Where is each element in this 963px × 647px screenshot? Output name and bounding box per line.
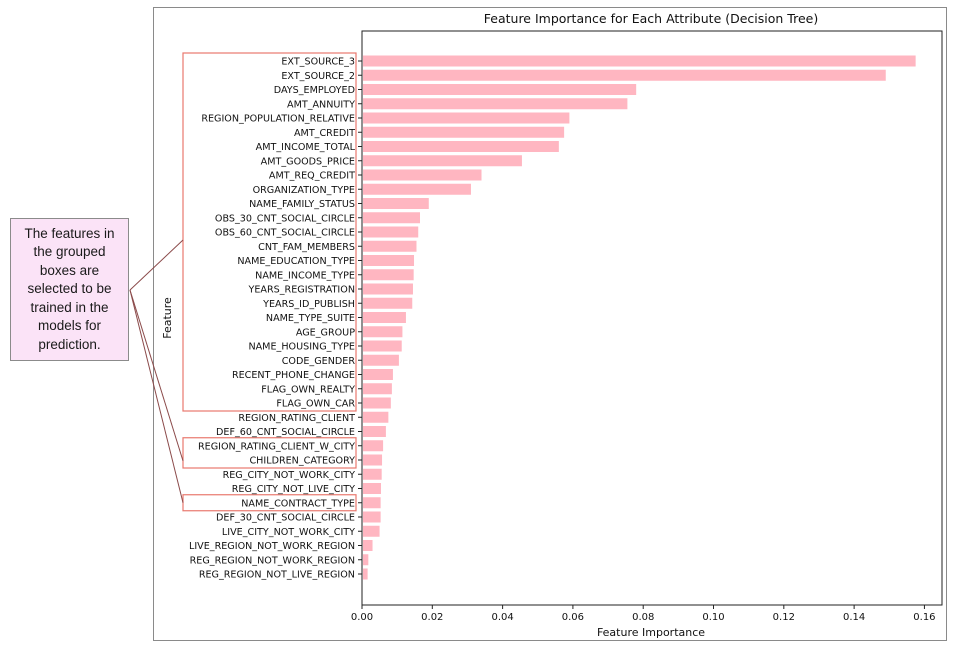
y-tick-label: AMT_GOODS_PRICE bbox=[261, 156, 355, 167]
y-tick-label: EXT_SOURCE_3 bbox=[281, 57, 355, 68]
connector-line bbox=[129, 239, 184, 291]
y-tick-label: AMT_INCOME_TOTAL bbox=[256, 142, 356, 153]
bar bbox=[363, 112, 570, 124]
bar bbox=[363, 240, 417, 252]
y-tick-label: REGION_RATING_CLIENT bbox=[238, 413, 355, 424]
bar bbox=[363, 354, 399, 366]
y-tick-label: NAME_FAMILY_STATUS bbox=[249, 199, 355, 210]
bar bbox=[363, 183, 471, 195]
y-tick-label: REG_CITY_NOT_LIVE_CITY bbox=[232, 484, 355, 495]
bar bbox=[363, 84, 637, 95]
bar bbox=[363, 55, 916, 67]
bar bbox=[363, 326, 403, 338]
bar bbox=[363, 169, 482, 181]
bar bbox=[363, 297, 413, 309]
bar bbox=[363, 340, 402, 352]
x-tick-label: 0.02 bbox=[421, 612, 443, 623]
connector-line bbox=[129, 289, 184, 462]
bar bbox=[363, 454, 383, 466]
y-axis-label: Feature bbox=[161, 297, 174, 339]
bar bbox=[363, 440, 384, 452]
bar bbox=[363, 312, 406, 323]
connector-line bbox=[129, 289, 184, 503]
bar bbox=[363, 468, 382, 480]
y-tick-label: AGE_GROUP bbox=[296, 327, 355, 338]
y-tick-label: LIVE_CITY_NOT_WORK_CITY bbox=[222, 527, 355, 538]
callout-connectors bbox=[129, 239, 184, 503]
y-tick-label: NAME_INCOME_TYPE bbox=[255, 270, 355, 281]
bar bbox=[363, 69, 886, 81]
bar bbox=[363, 483, 381, 494]
y-tick-label: EXT_SOURCE_2 bbox=[281, 71, 355, 82]
bar bbox=[363, 98, 628, 110]
bar bbox=[363, 568, 368, 580]
y-tick-label: AMT_ANNUITY bbox=[287, 99, 355, 110]
y-tick-label: FLAG_OWN_REALTY bbox=[261, 384, 355, 395]
y-tick-label: AMT_CREDIT bbox=[294, 128, 355, 139]
y-tick-label: NAME_EDUCATION_TYPE bbox=[237, 256, 355, 267]
annotation-text: The features in the grouped boxes are se… bbox=[24, 225, 115, 352]
bar bbox=[363, 255, 415, 266]
y-tick-label: YEARS_REGISTRATION bbox=[248, 285, 356, 296]
x-tick-label: 0.04 bbox=[491, 612, 513, 623]
bar bbox=[363, 141, 559, 152]
bar bbox=[363, 554, 369, 566]
bar bbox=[363, 212, 420, 224]
y-tick-label: RECENT_PHONE_CHANGE bbox=[232, 370, 355, 381]
bar bbox=[363, 511, 381, 523]
bar bbox=[363, 497, 381, 509]
y-tick-label: DEF_30_CNT_SOCIAL_CIRCLE bbox=[216, 513, 355, 524]
bar bbox=[363, 126, 565, 138]
chart-title: Feature Importance for Each Attribute (D… bbox=[484, 11, 818, 26]
y-tick-label: FLAG_OWN_CAR bbox=[276, 399, 355, 410]
y-tick-labels: EXT_SOURCE_3 EXT_SOURCE_2 DAYS_EMPLOYED AMT… bbox=[189, 57, 362, 581]
bar bbox=[363, 369, 393, 380]
x-tick-label: 0.10 bbox=[702, 612, 724, 623]
figure-frame bbox=[153, 7, 947, 641]
y-tick-label: CNT_FAM_MEMBERS bbox=[258, 242, 355, 253]
x-tick-label: 0.08 bbox=[632, 612, 654, 623]
x-axis-label: Feature Importance bbox=[597, 626, 705, 639]
y-tick-label: NAME_HOUSING_TYPE bbox=[248, 342, 355, 353]
annotation-callout: The features in the grouped boxes are se… bbox=[10, 218, 129, 361]
y-tick-label: ORGANIZATION_TYPE bbox=[253, 185, 355, 196]
y-tick-label: DEF_60_CNT_SOCIAL_CIRCLE bbox=[216, 427, 355, 438]
y-tick-label: OBS_30_CNT_SOCIAL_CIRCLE bbox=[215, 213, 355, 224]
x-tick-label: 0.12 bbox=[773, 612, 795, 623]
x-tick-label: 0.16 bbox=[913, 612, 935, 623]
bar bbox=[363, 155, 522, 167]
y-tick-label: OBS_60_CNT_SOCIAL_CIRCLE bbox=[215, 228, 355, 239]
x-tick-label: 0.06 bbox=[562, 612, 584, 623]
y-tick-label: NAME_CONTRACT_TYPE bbox=[241, 498, 355, 509]
y-tick-label: REGION_RATING_CLIENT_W_CITY bbox=[198, 441, 355, 452]
bar bbox=[363, 540, 373, 551]
x-tick-label: 0.14 bbox=[843, 612, 865, 623]
y-tick-label: YEARS_ID_PUBLISH bbox=[262, 299, 355, 310]
bar bbox=[363, 397, 391, 409]
y-tick-label: CHILDREN_CATEGORY bbox=[249, 456, 355, 467]
y-tick-label: REG_CITY_NOT_WORK_CITY bbox=[223, 470, 356, 481]
y-tick-label: DAYS_EMPLOYED bbox=[274, 85, 355, 96]
bar bbox=[363, 198, 429, 209]
bar bbox=[363, 226, 419, 238]
bars bbox=[363, 55, 916, 580]
bar bbox=[363, 283, 413, 295]
y-tick-label: REGION_POPULATION_RELATIVE bbox=[201, 114, 355, 125]
bar bbox=[363, 383, 392, 395]
x-tick-label: 0.00 bbox=[351, 612, 373, 623]
bar bbox=[363, 411, 389, 423]
y-tick-label: REG_REGION_NOT_WORK_REGION bbox=[190, 555, 355, 566]
bar bbox=[363, 269, 414, 281]
y-tick-label: NAME_TYPE_SUITE bbox=[266, 313, 355, 324]
bar bbox=[363, 525, 380, 537]
x-ticks: 0.00 0.02 0.04 0.06 0.08 0.10 0.12 0.14 0.16 bbox=[351, 605, 936, 623]
group-box bbox=[182, 52, 357, 412]
y-tick-label: LIVE_REGION_NOT_WORK_REGION bbox=[189, 541, 355, 552]
bar bbox=[363, 426, 386, 437]
group-box bbox=[182, 437, 357, 469]
y-tick-label: AMT_REQ_CREDIT bbox=[269, 171, 355, 182]
y-tick-label: REG_REGION_NOT_LIVE_REGION bbox=[199, 570, 355, 581]
y-tick-label: CODE_GENDER bbox=[282, 356, 356, 367]
